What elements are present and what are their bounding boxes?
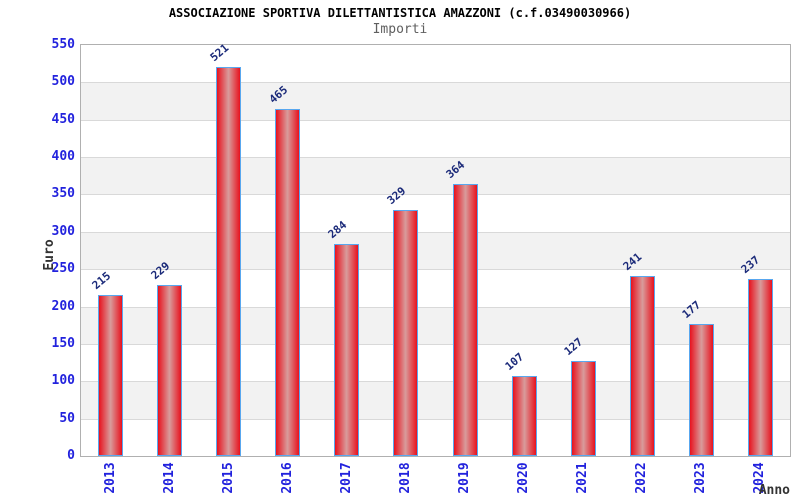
plot-band xyxy=(81,381,790,419)
bar xyxy=(452,184,478,456)
x-tick-label: 2023 xyxy=(693,462,709,494)
chart-title: ASSOCIAZIONE SPORTIVA DILETTANTISTICA AM… xyxy=(168,6,632,20)
x-tick-label: 2019 xyxy=(457,462,473,494)
y-tick-label: 400 xyxy=(51,149,75,165)
y-tick-label: 150 xyxy=(51,335,75,351)
grid-line xyxy=(81,194,790,196)
y-tick-label: 250 xyxy=(51,261,75,277)
chart-subtitle: Importi xyxy=(372,22,428,37)
plot-band xyxy=(81,45,790,82)
grid-line xyxy=(81,157,790,159)
bar xyxy=(393,210,419,456)
bar xyxy=(98,295,124,456)
bar xyxy=(688,323,714,456)
x-tick-label: 2013 xyxy=(102,462,118,494)
x-tick-label: 2017 xyxy=(338,462,354,494)
bar xyxy=(747,278,773,456)
plot-band xyxy=(81,419,790,456)
y-tick-label: 450 xyxy=(51,111,75,127)
plot-area xyxy=(80,44,791,457)
plot-band xyxy=(81,120,790,157)
grid-line xyxy=(81,82,790,84)
x-tick-label: 2020 xyxy=(516,462,532,494)
x-tick-label: 2021 xyxy=(575,462,591,494)
x-axis-title: Anno xyxy=(758,483,790,498)
y-tick-label: 0 xyxy=(67,448,75,463)
grid-line xyxy=(81,231,790,233)
y-tick-label: 50 xyxy=(59,410,75,426)
x-tick-label: 2018 xyxy=(397,462,413,494)
grid-line xyxy=(81,418,790,420)
y-tick-label: 350 xyxy=(51,186,75,202)
y-tick-label: 100 xyxy=(51,373,75,389)
x-tick-label: 2015 xyxy=(220,462,236,494)
bar xyxy=(629,275,655,456)
plot-band xyxy=(81,269,790,306)
x-tick-label: 2014 xyxy=(161,462,177,494)
plot-band xyxy=(81,82,790,120)
bar xyxy=(275,108,301,456)
y-tick-label: 550 xyxy=(51,37,75,52)
bar xyxy=(334,243,360,456)
plot-band xyxy=(81,231,790,270)
plot-band xyxy=(81,306,790,344)
bar xyxy=(570,361,596,456)
grid-line xyxy=(81,381,790,383)
grid-line xyxy=(81,119,790,121)
grid-line xyxy=(81,306,790,308)
bar xyxy=(157,284,183,456)
x-tick-label: 2016 xyxy=(279,462,295,494)
x-tick-label: 2022 xyxy=(634,462,650,494)
y-tick-label: 200 xyxy=(51,298,75,314)
bar xyxy=(511,376,537,456)
y-tick-label: 300 xyxy=(51,223,75,239)
grid-line xyxy=(81,269,790,271)
grid-line xyxy=(81,343,790,345)
y-tick-label: 500 xyxy=(51,74,75,90)
plot-band xyxy=(81,157,790,195)
plot-band xyxy=(81,344,790,381)
bar xyxy=(216,66,242,456)
plot-band xyxy=(81,194,790,231)
